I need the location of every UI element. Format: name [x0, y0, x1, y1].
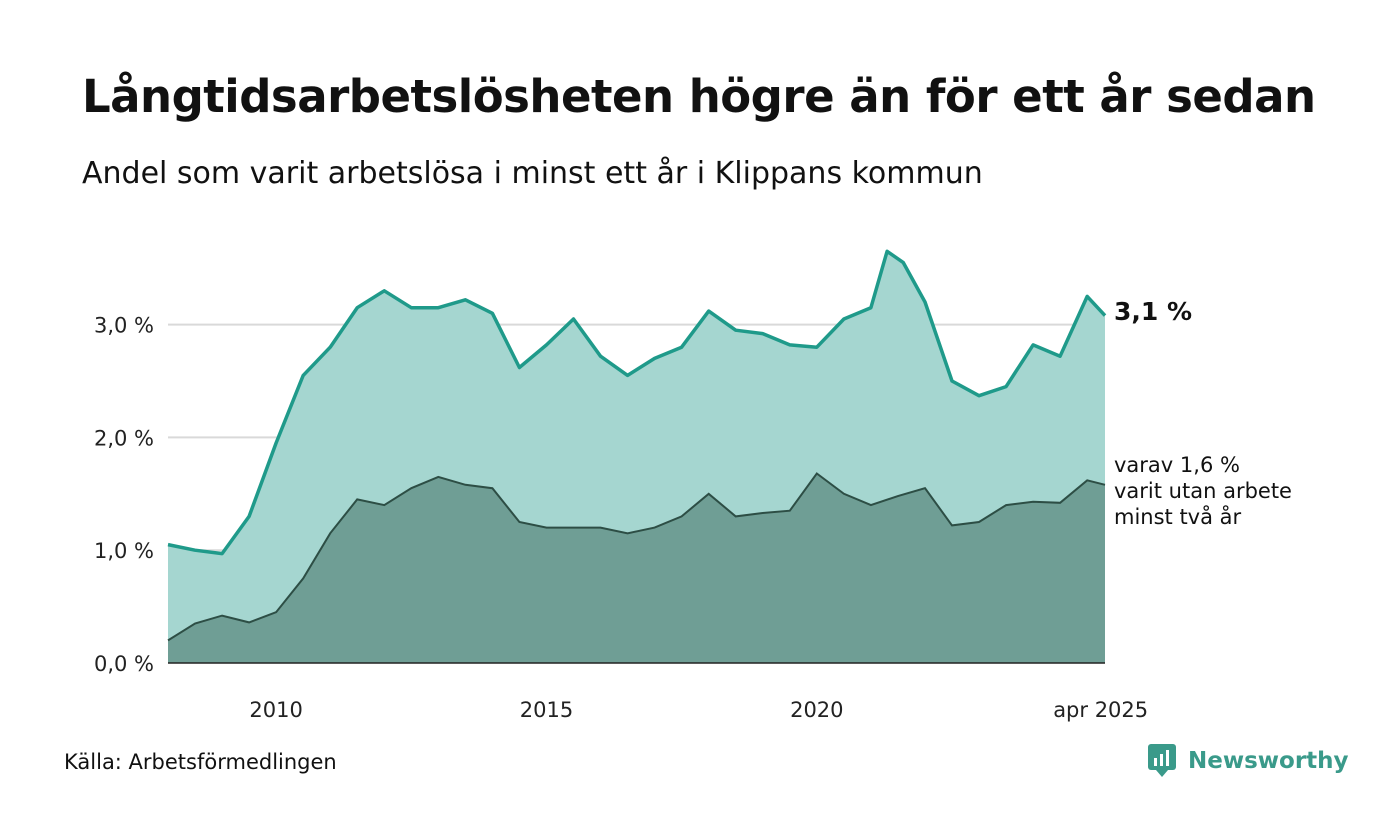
y-tick-label: 3,0 %: [94, 314, 154, 338]
series-line-two-years: [167, 472, 1106, 642]
newsworthy-logo-icon: [1148, 744, 1176, 777]
chart-title: Långtidsarbetslösheten högre än för ett …: [82, 70, 1316, 123]
x-tick-label: apr 2025: [1053, 698, 1148, 722]
x-tick-label: 2015: [520, 698, 573, 722]
x-tick-label: 2010: [249, 698, 302, 722]
end-label-sub-line: varit utan arbete: [1114, 479, 1292, 503]
series-line-one-year: [167, 249, 1107, 556]
x-axis-ticks: 2010 2015 2020 apr 2025: [249, 698, 1148, 722]
source-credit: Källa: Arbetsförmedlingen: [64, 750, 337, 774]
chart-subtitle: Andel som varit arbetslösa i minst ett å…: [82, 156, 983, 191]
end-label-sub-line: varav 1,6 %: [1114, 453, 1240, 477]
end-label-sub-line: minst två år: [1114, 504, 1242, 529]
series-area-two-years: [168, 473, 1105, 663]
y-tick-label: 1,0 %: [94, 539, 154, 563]
y-axis-ticks: 0,0 % 1,0 % 2,0 % 3,0 %: [94, 314, 154, 676]
brand-name: Newsworthy: [1188, 748, 1349, 774]
brand-logo: Newsworthy: [1148, 744, 1349, 778]
end-label-main: 3,1 %: [1114, 297, 1192, 326]
y-tick-label: 2,0 %: [94, 426, 154, 450]
y-tick-label: 0,0 %: [94, 652, 154, 676]
x-tick-label: 2020: [790, 698, 843, 722]
